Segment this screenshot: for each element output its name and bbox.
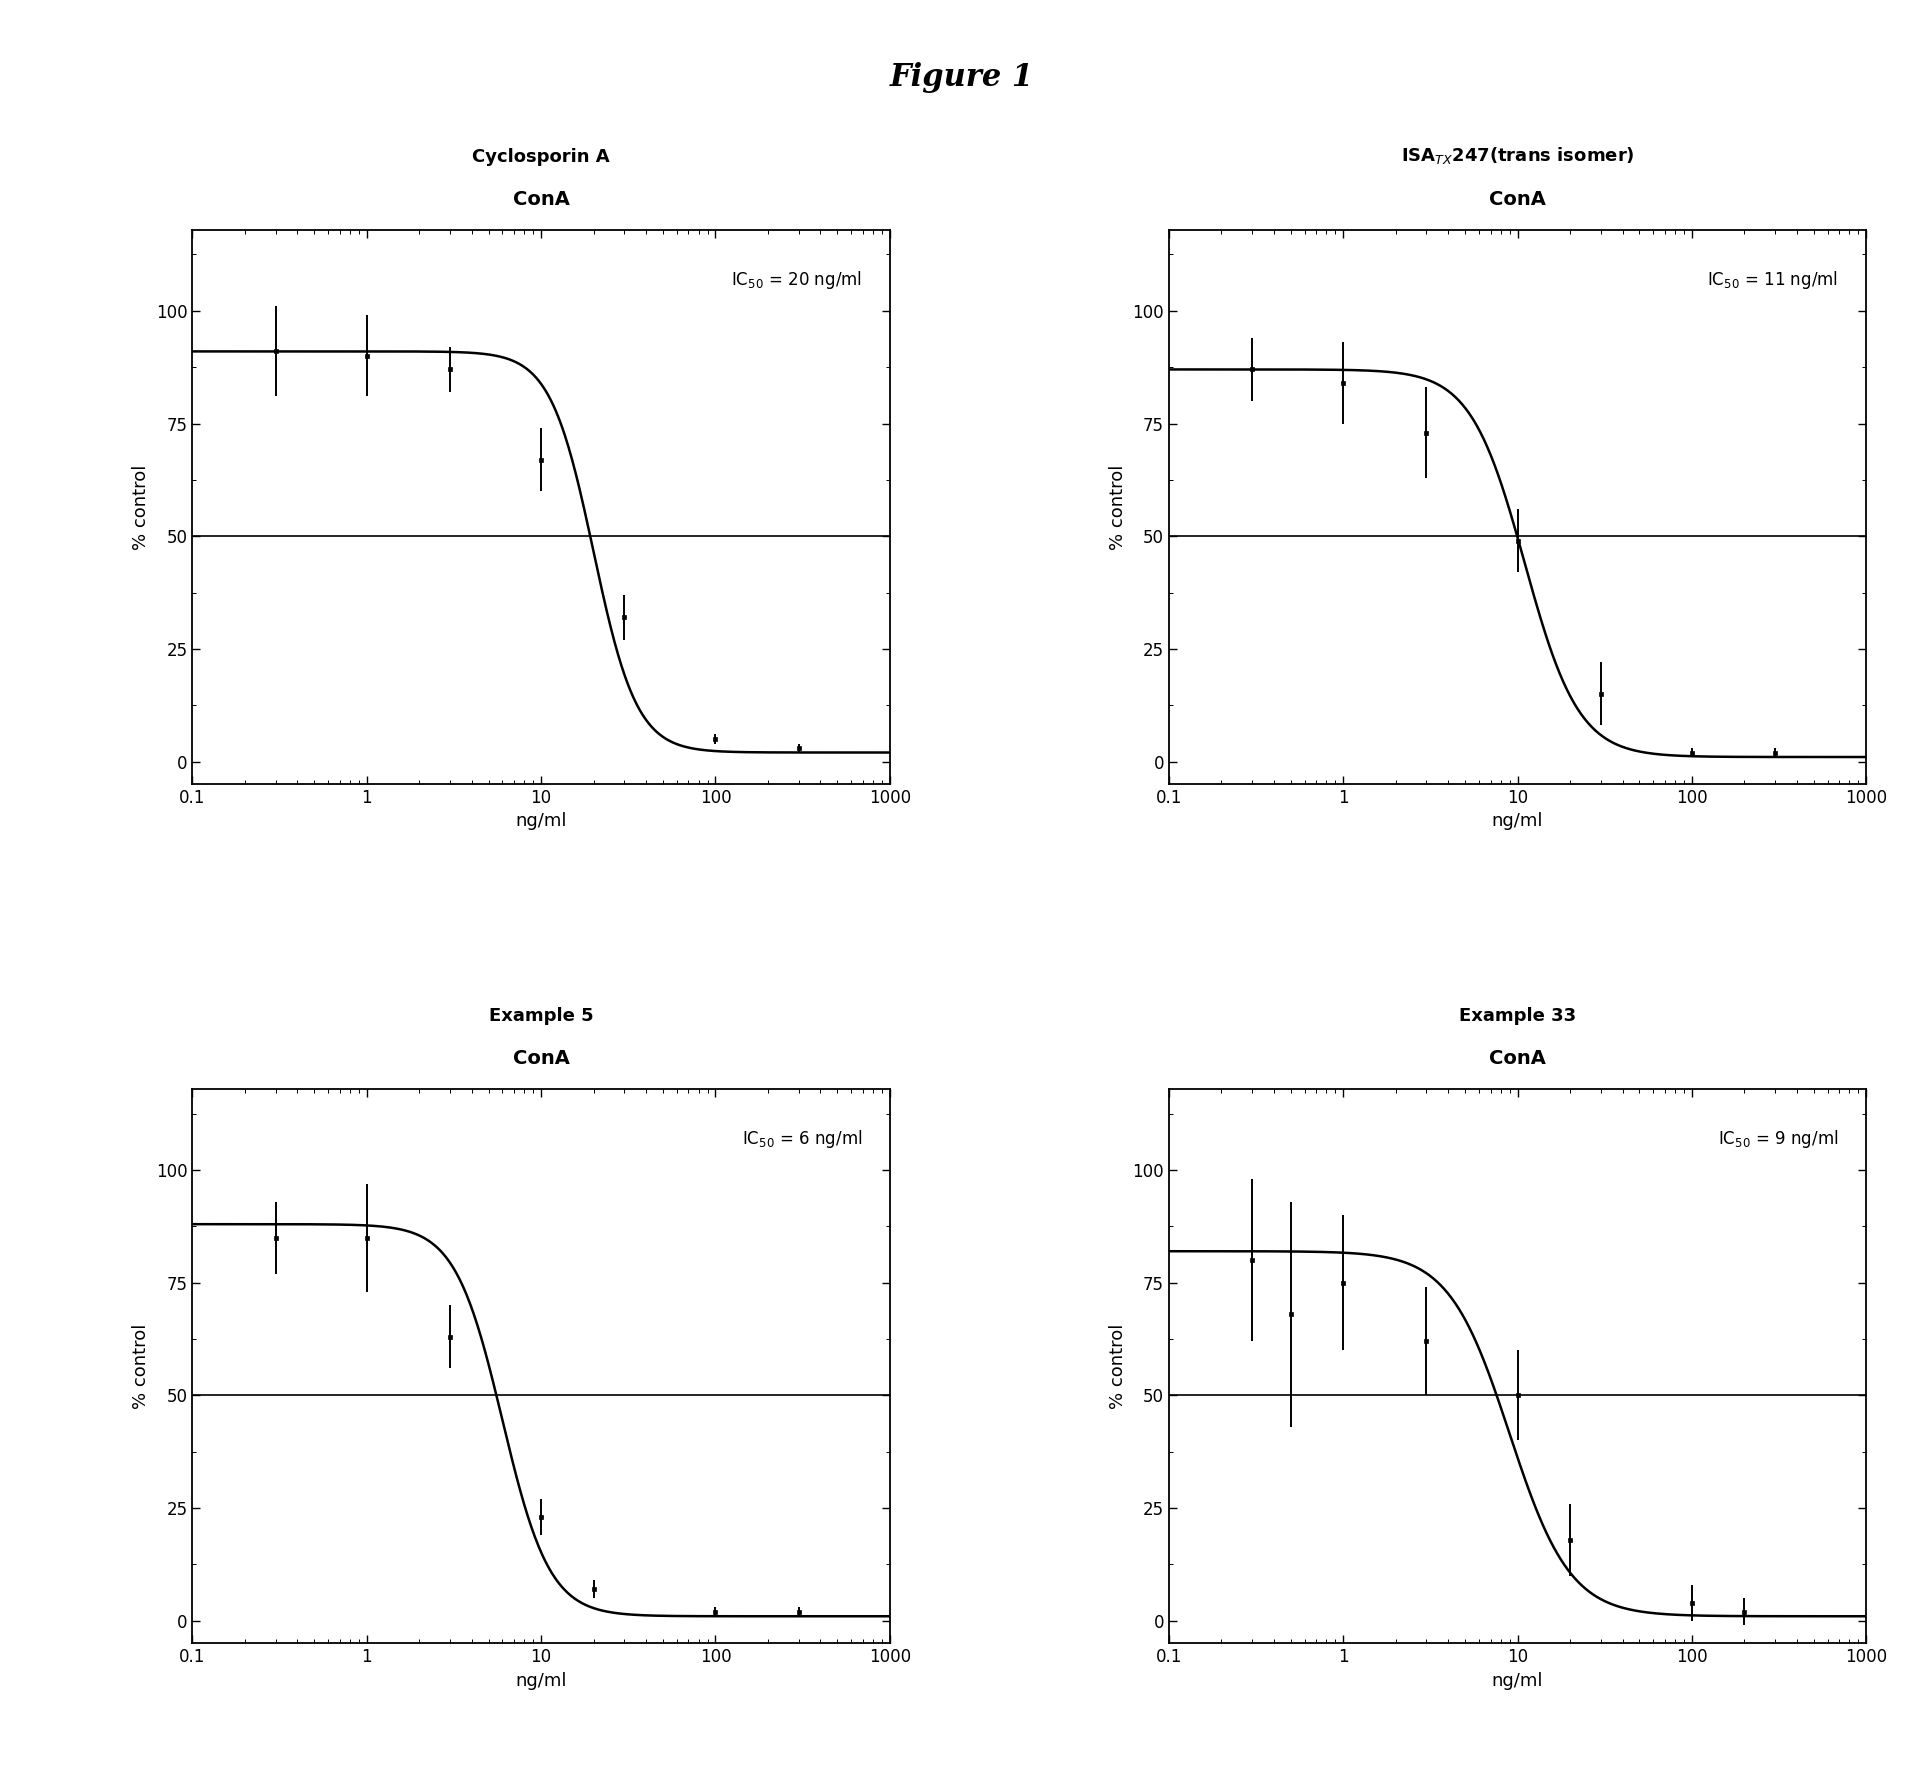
Text: Example 5: Example 5 (488, 1007, 592, 1025)
Text: IC$_{50}$ = 20 ng/ml: IC$_{50}$ = 20 ng/ml (731, 269, 862, 290)
Title: ConA: ConA (512, 1050, 569, 1067)
Text: IC$_{50}$ = 11 ng/ml: IC$_{50}$ = 11 ng/ml (1706, 269, 1836, 290)
Y-axis label: % control: % control (1108, 465, 1127, 550)
Title: ConA: ConA (512, 189, 569, 209)
Text: ISA$_{TX}$247(trans isomer): ISA$_{TX}$247(trans isomer) (1400, 145, 1633, 166)
Text: Example 33: Example 33 (1458, 1007, 1575, 1025)
Y-axis label: % control: % control (133, 465, 150, 550)
X-axis label: ng/ml: ng/ml (1490, 813, 1542, 830)
X-axis label: ng/ml: ng/ml (515, 813, 567, 830)
X-axis label: ng/ml: ng/ml (515, 1672, 567, 1689)
Title: ConA: ConA (1488, 189, 1546, 209)
Y-axis label: % control: % control (133, 1323, 150, 1408)
Y-axis label: % control: % control (1108, 1323, 1127, 1408)
Title: ConA: ConA (1488, 1050, 1546, 1067)
Text: Cyclosporin A: Cyclosporin A (471, 148, 610, 166)
Text: Figure 1: Figure 1 (890, 62, 1033, 94)
Text: IC$_{50}$ = 6 ng/ml: IC$_{50}$ = 6 ng/ml (740, 1127, 862, 1150)
X-axis label: ng/ml: ng/ml (1490, 1672, 1542, 1689)
Text: IC$_{50}$ = 9 ng/ml: IC$_{50}$ = 9 ng/ml (1717, 1127, 1836, 1150)
